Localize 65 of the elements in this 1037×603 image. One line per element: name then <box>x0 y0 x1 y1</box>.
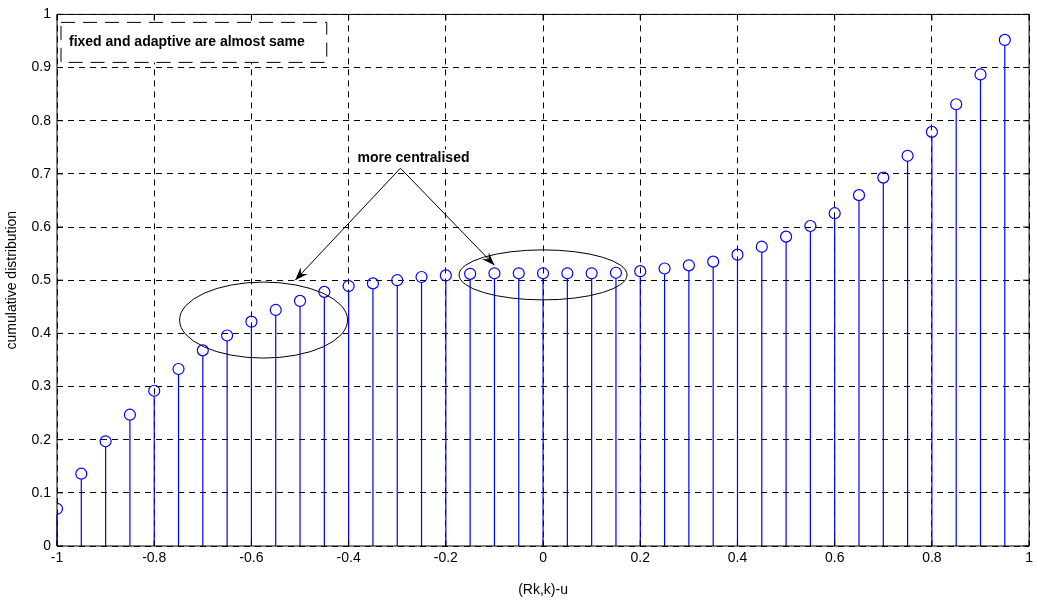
point <box>950 98 963 111</box>
point <box>439 269 452 282</box>
y-tick-label: 1 <box>43 5 52 22</box>
y-tick-label: 0.3 <box>31 377 52 394</box>
point <box>707 255 720 268</box>
annotation: more centralised <box>357 149 470 166</box>
point <box>293 294 307 308</box>
x-tick-label: -0.2 <box>433 549 459 566</box>
point <box>925 125 938 138</box>
point <box>123 408 137 421</box>
point <box>731 248 744 261</box>
point <box>269 303 282 317</box>
x-tick-label: -1 <box>50 549 64 566</box>
point <box>366 277 380 290</box>
point <box>75 467 88 480</box>
x-tick-label: 0.6 <box>824 549 845 566</box>
point <box>318 285 331 298</box>
x-tick-label: -0.8 <box>142 549 167 566</box>
point <box>998 33 1011 47</box>
y-tick-label: 0 <box>43 536 52 553</box>
x-tick-label: 0.8 <box>922 549 942 566</box>
x-tick-label: -0.4 <box>336 549 361 566</box>
y-tick-label: 0.9 <box>31 58 52 75</box>
point <box>536 267 550 280</box>
annotation: fixed and adaptive are almost same <box>69 33 305 50</box>
point <box>391 274 404 287</box>
point <box>658 262 671 275</box>
y-axis-title: cumulative distribution <box>3 210 20 350</box>
point <box>682 259 695 272</box>
point <box>172 362 185 376</box>
point <box>974 68 987 81</box>
point <box>852 189 866 202</box>
point <box>464 267 477 280</box>
point <box>561 267 574 280</box>
x-tick-label: 1 <box>1025 549 1034 566</box>
point <box>901 149 914 162</box>
x-axis-title: (Rk,k)-u <box>518 581 568 598</box>
point <box>342 279 355 293</box>
y-tick-label: 0.7 <box>31 164 52 181</box>
x-tick-label: 0 <box>539 549 548 566</box>
x-tick-label: 0.2 <box>630 549 651 566</box>
point <box>245 315 258 328</box>
y-tick-label: 0.1 <box>31 483 52 500</box>
point <box>148 384 161 397</box>
point <box>585 267 598 280</box>
point <box>488 267 501 280</box>
point <box>512 267 525 280</box>
point <box>877 171 890 184</box>
point <box>221 329 234 342</box>
point <box>415 270 428 284</box>
point <box>99 435 112 448</box>
x-tick-label: 0.4 <box>727 549 748 566</box>
y-tick-label: 0.8 <box>31 111 52 128</box>
point <box>828 207 841 220</box>
y-tick-label: 0.2 <box>31 430 52 447</box>
point <box>804 219 817 233</box>
y-tick-label: 0.6 <box>31 217 52 234</box>
point <box>196 344 209 357</box>
point <box>755 240 768 253</box>
x-tick-label: -0.6 <box>239 549 264 566</box>
y-tick-label: 0.5 <box>31 271 52 288</box>
point <box>634 265 647 278</box>
point <box>609 266 623 279</box>
y-tick-label: 0.4 <box>31 324 52 341</box>
point <box>779 230 793 243</box>
